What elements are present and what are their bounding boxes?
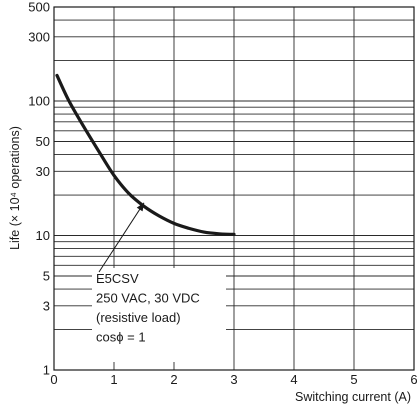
life-curve-line bbox=[55, 73, 236, 236]
y-tick-label: 10 bbox=[36, 228, 50, 243]
y-tick-label: 3 bbox=[43, 298, 50, 313]
x-tick-label: 1 bbox=[110, 372, 117, 387]
y-tick-label: 1 bbox=[43, 363, 50, 378]
annotation-line: cosϕ = 1 bbox=[96, 330, 146, 345]
y-axis-title: Life (× 10⁴ operations) bbox=[8, 126, 22, 250]
x-tick-label: 2 bbox=[170, 372, 177, 387]
x-tick-label: 6 bbox=[410, 372, 417, 387]
y-tick-label: 500 bbox=[28, 0, 50, 15]
annotation-line: (resistive load) bbox=[96, 310, 181, 325]
y-tick-label: 5 bbox=[43, 268, 50, 283]
annotation-arrowhead bbox=[136, 202, 144, 212]
x-tick-label: 5 bbox=[350, 372, 357, 387]
annotation-line: 250 VAC, 30 VDC bbox=[96, 291, 200, 306]
y-tick-label: 50 bbox=[36, 134, 50, 149]
annotation-line: E5CSV bbox=[96, 271, 139, 286]
x-tick-label: 4 bbox=[290, 372, 297, 387]
y-tick-label: 100 bbox=[28, 94, 50, 109]
annotation-arrow bbox=[98, 202, 145, 273]
annotation-background bbox=[92, 268, 226, 362]
annotation-group: E5CSV 250 VAC, 30 VDC (resistive load) cosϕ… bbox=[92, 202, 226, 362]
x-axis-title: Switching current (A) bbox=[295, 390, 411, 404]
y-tick-label: 300 bbox=[28, 29, 50, 44]
x-tick-label: 0 bbox=[50, 372, 57, 387]
plot-frame bbox=[53, 6, 415, 371]
series-layer bbox=[55, 73, 236, 236]
x-tick-label: 3 bbox=[230, 372, 237, 387]
y-tick-label: 30 bbox=[36, 164, 50, 179]
